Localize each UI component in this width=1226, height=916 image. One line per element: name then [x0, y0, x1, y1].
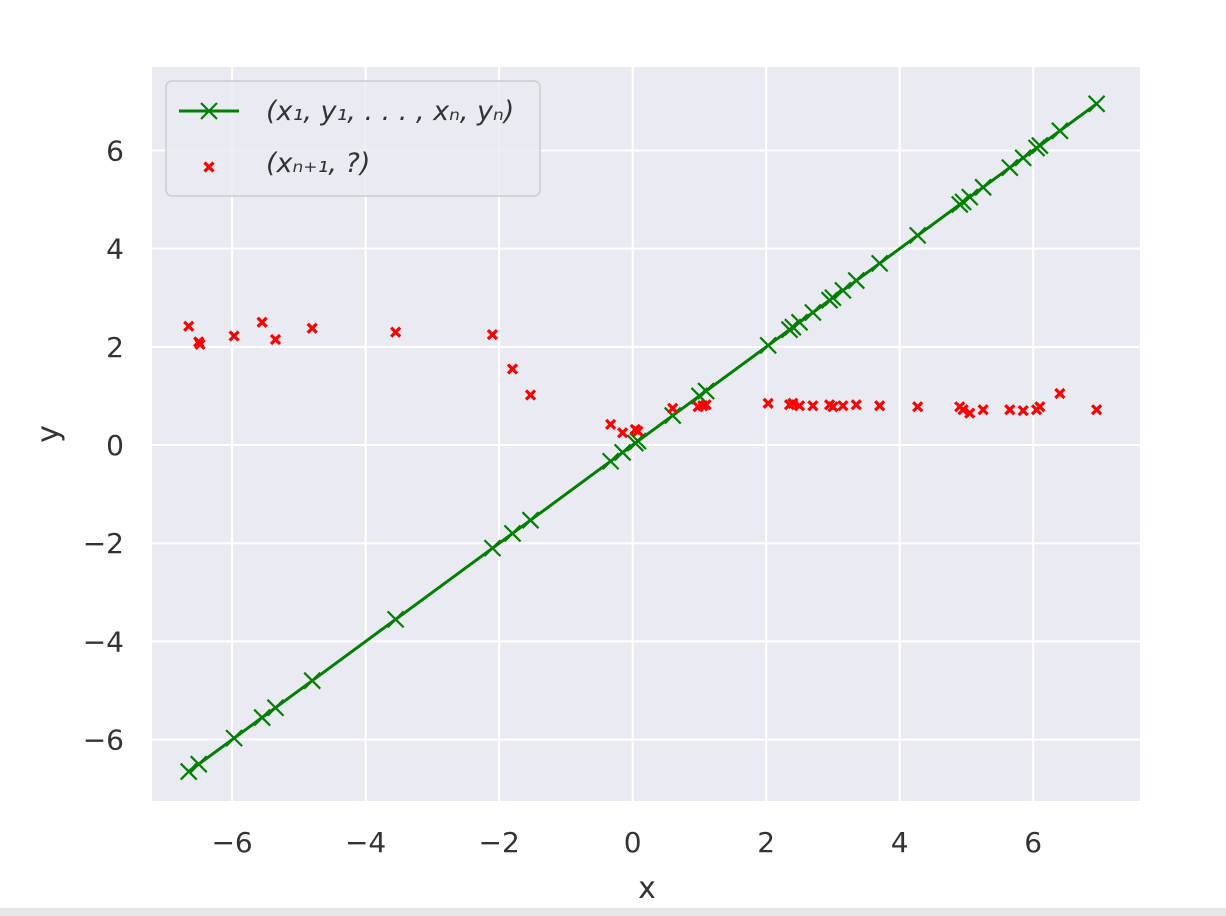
series-1-point [870, 254, 889, 273]
legend-marker-swatch-series-2 [203, 161, 215, 173]
series-2-point [1004, 404, 1016, 416]
series-2-point [604, 418, 617, 431]
series-2-point [964, 407, 976, 419]
series-2-point [667, 402, 679, 414]
legend-marker-swatch-series-1 [200, 102, 218, 120]
series-1-point [790, 313, 809, 332]
legend-label-series-1: (x₁, y₁, . . . , xₙ, yₙ) [266, 96, 514, 127]
x-tick-label: −4 [345, 826, 386, 859]
legend-x-marker-red [203, 161, 215, 173]
series-2-point [632, 425, 644, 437]
legend: (x₁, y₁, . . . , xₙ, yₙ) (xₙ₊₁, ?) [165, 80, 541, 197]
series-1-point [303, 671, 321, 690]
series-1-point [386, 610, 405, 629]
x-tick-label: 2 [757, 826, 775, 859]
series-2-point [1054, 387, 1066, 400]
series-2-point [1017, 405, 1029, 417]
y-tick-label: 4 [106, 233, 124, 266]
y-tick-label: 2 [106, 331, 124, 364]
series-2-point [977, 404, 989, 416]
series-2-point [874, 400, 886, 412]
series-1-point [1014, 149, 1032, 167]
x-tick-label: −6 [211, 826, 252, 859]
bottom-strip [0, 908, 1226, 916]
series-1-point [253, 708, 271, 727]
series-2-point [850, 399, 862, 411]
y-tick-label: 6 [106, 134, 124, 167]
series-1-point [189, 755, 208, 773]
x-tick-label: −2 [478, 826, 519, 859]
series-1-point [697, 382, 715, 400]
series-1-point [908, 226, 927, 245]
series-1-point [483, 539, 502, 557]
y-tick-label: −4 [83, 625, 124, 658]
series-2-point [957, 404, 969, 416]
series-2-point [256, 316, 268, 328]
series-1-point [759, 336, 777, 355]
series-1-point [663, 406, 682, 425]
series-2-point [306, 322, 318, 334]
series-1-point [1031, 136, 1049, 155]
series-2-point [1034, 401, 1046, 413]
series-1-point [847, 271, 866, 290]
series-2-point [827, 401, 839, 413]
series-2-point [617, 427, 629, 439]
series-1-point [1001, 158, 1019, 177]
series-2-point [762, 397, 774, 409]
series-1-point [629, 432, 647, 450]
legend-x-marker-green [200, 102, 218, 120]
series-2-point [807, 400, 819, 412]
series-2-point [700, 399, 712, 411]
series-2-point [837, 400, 849, 412]
series-2-point [793, 400, 806, 412]
x-tick-label: 4 [891, 826, 909, 859]
series-2-point [183, 320, 195, 332]
series-1-point [824, 288, 842, 307]
series-1-point [834, 281, 852, 300]
series-1-point [225, 729, 243, 747]
series-1-point [804, 303, 822, 322]
series-2-point [506, 363, 519, 375]
series-2-point [486, 328, 499, 341]
series-markers-group [179, 95, 1106, 781]
series-1-point [503, 524, 522, 543]
series-2-point [269, 333, 282, 346]
legend-label-series-2: (xₙ₊₁, ?) [266, 148, 370, 179]
x-tick-labels: −6 −4 −2 0 2 4 6 [211, 826, 1042, 859]
x-tick-label: 0 [624, 826, 642, 859]
series-1-point [266, 698, 285, 717]
series-1-point [601, 452, 620, 471]
series-1-point [521, 511, 540, 529]
y-tick-label: 0 [106, 429, 124, 462]
series-2-point [228, 330, 240, 342]
series-1-point [613, 443, 632, 462]
x-axis-label: x [638, 871, 656, 906]
series-2-point [1090, 404, 1103, 416]
series-1-point [974, 178, 992, 197]
y-tick-label: −6 [83, 724, 124, 757]
y-tick-label: −2 [83, 527, 124, 560]
x-tick-label: 6 [1024, 826, 1042, 859]
series-1-point [1051, 122, 1069, 140]
series-1-point [960, 188, 979, 206]
series-2-point [390, 326, 402, 338]
y-axis-label: y [31, 425, 66, 443]
series-1-point [179, 762, 198, 781]
legend-box [165, 80, 541, 197]
series-2-point [912, 401, 924, 413]
y-tick-labels: −6 −4 −2 0 2 4 6 [83, 134, 124, 756]
series-2-point [787, 397, 799, 409]
series-2-point [524, 389, 537, 401]
series-1-point [1087, 95, 1106, 113]
series-2-point [194, 338, 206, 351]
